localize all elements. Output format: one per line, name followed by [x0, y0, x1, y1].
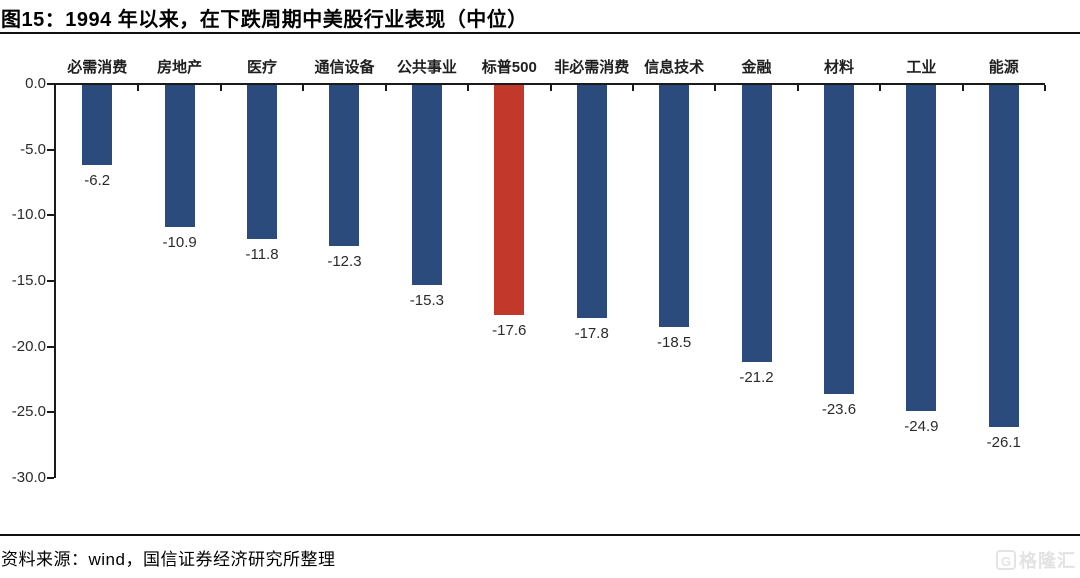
category-label: 标普500	[481, 59, 537, 76]
category-label: 房地产	[157, 59, 203, 76]
x-axis-tick	[467, 85, 470, 91]
title-divider	[0, 32, 1080, 34]
category-label: 通信设备	[314, 59, 375, 76]
bar	[988, 85, 1019, 427]
x-axis-tick	[796, 85, 799, 91]
bar	[576, 85, 607, 318]
bar	[659, 85, 690, 327]
x-axis-tick	[137, 85, 140, 91]
value-label: -24.9	[904, 418, 939, 435]
value-label: -23.6	[821, 401, 857, 418]
bar	[494, 85, 525, 315]
figure-title: 图15：1994 年以来，在下跌周期中美股行业表现（中位）	[1, 9, 528, 31]
bar	[82, 85, 113, 165]
gelonghui-logo: G 格隆汇	[996, 547, 1076, 573]
category-label: 非必需消费	[554, 59, 630, 76]
source-note: 资料来源：wind，国信证券经济研究所整理	[1, 550, 336, 569]
category-label: 必需消费	[67, 59, 128, 76]
x-axis-baseline	[54, 83, 1045, 85]
bar	[247, 85, 278, 239]
bar	[411, 85, 442, 285]
y-tick-label: -5.0	[20, 140, 46, 158]
category-label: 能源	[988, 59, 1019, 76]
footer-divider	[0, 534, 1080, 536]
y-tick-label: -30.0	[11, 469, 46, 486]
bar	[823, 85, 854, 394]
category-label: 信息技术	[644, 59, 705, 76]
value-label: -26.1	[986, 434, 1021, 451]
y-axis-tick	[47, 345, 54, 348]
x-axis-tick	[714, 85, 717, 91]
x-axis-tick	[631, 85, 634, 91]
y-axis-tick	[47, 214, 54, 217]
x-axis-tick	[384, 85, 387, 91]
x-axis-tick	[549, 85, 552, 91]
y-tick-label: -10.0	[11, 206, 46, 224]
y-axis-line	[54, 83, 56, 478]
value-label: -18.5	[657, 334, 692, 351]
y-axis-tick	[47, 280, 54, 282]
value-label: -12.3	[327, 253, 362, 270]
y-tick-label: 0.0	[25, 75, 46, 92]
value-label: -21.2	[739, 369, 774, 386]
category-label: 材料	[823, 59, 854, 76]
x-axis-tick	[879, 85, 882, 91]
x-axis-tick	[1044, 85, 1046, 91]
bar	[329, 85, 360, 246]
gelonghui-logo-text: 格隆汇	[1019, 551, 1076, 571]
bar	[741, 85, 772, 362]
category-label: 工业	[906, 59, 937, 76]
y-axis-tick	[47, 83, 54, 85]
x-axis-tick	[961, 85, 964, 91]
y-axis-tick	[47, 148, 54, 151]
y-tick-label: -15.0	[11, 272, 46, 289]
value-label: -15.3	[409, 292, 444, 309]
category-label: 医疗	[247, 59, 278, 76]
category-label: 金融	[741, 59, 772, 76]
value-label: -6.2	[84, 172, 111, 189]
bar	[164, 85, 195, 227]
value-label: -10.9	[162, 234, 197, 251]
y-tick-label: -20.0	[11, 337, 46, 355]
value-label: -11.8	[245, 246, 279, 263]
y-axis-tick	[47, 477, 54, 479]
y-axis-tick	[47, 411, 54, 414]
value-label: -17.8	[574, 325, 609, 342]
bar	[906, 85, 937, 411]
category-label: 公共事业	[396, 59, 457, 76]
x-axis-tick	[302, 85, 305, 91]
gelonghui-logo-icon: G	[996, 550, 1016, 570]
x-axis-tick	[219, 85, 222, 91]
y-tick-label: -25.0	[11, 403, 46, 421]
value-label: -17.6	[492, 322, 527, 339]
